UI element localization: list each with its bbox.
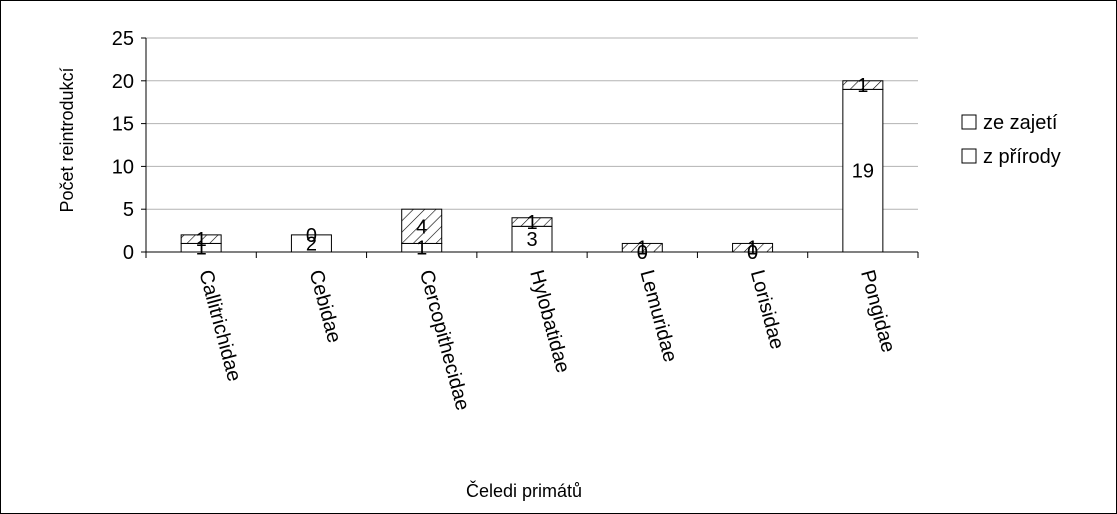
- data-label: 1: [747, 238, 758, 260]
- data-label: 1: [637, 238, 648, 260]
- bar-segment-z-prirody: [180, 234, 222, 244]
- data-label: 1: [196, 238, 207, 260]
- data-label: 3: [526, 229, 537, 251]
- data-label: 0: [747, 242, 758, 264]
- data-label: 2: [306, 233, 317, 255]
- data-label: 1: [857, 75, 868, 97]
- x-tick-label: Cebidae: [305, 268, 346, 346]
- legend-label: ze zajetí: [983, 112, 1058, 134]
- data-label: 1: [416, 238, 427, 260]
- data-label: 0: [306, 225, 317, 247]
- data-label: 1: [526, 212, 537, 234]
- x-tick-label: Cercopithecidae: [415, 268, 474, 413]
- legend-swatch: [961, 114, 977, 130]
- legend-swatch: [961, 148, 977, 164]
- legend: ze zajetí z přírody: [961, 112, 1061, 168]
- gridlines: [146, 37, 918, 210]
- x-tick-label: Hylobatidae: [525, 268, 574, 376]
- y-tick-label: 20: [112, 71, 134, 93]
- legend-label: z přírody: [983, 146, 1061, 168]
- y-tick-label: 15: [112, 114, 134, 136]
- data-label: 4: [416, 216, 427, 238]
- data-label: 0: [637, 242, 648, 264]
- bar-segment-ze-zajeti: [842, 88, 884, 253]
- data-label: 19: [852, 161, 874, 183]
- y-tick-label: 5: [123, 199, 134, 221]
- bar-segment-z-prirody: [401, 208, 443, 244]
- y-tick-label: 0: [123, 242, 134, 264]
- x-tick-label: Pongidae: [856, 268, 899, 355]
- x-tick-label: Lorisidae: [746, 268, 788, 352]
- bar-segment-z-prirody: [842, 80, 884, 90]
- bar-segment-z-prirody: [511, 217, 553, 227]
- y-tick-label: 25: [112, 28, 134, 50]
- y-axis-title: Počet reintrodukcí: [57, 67, 77, 212]
- x-tick-label: Callitrichidae: [194, 268, 245, 384]
- axes: [141, 37, 919, 258]
- data-label: 1: [196, 229, 207, 251]
- x-tick-label: Lemuridae: [635, 268, 681, 365]
- x-axis-title: Čeledi primátů: [466, 480, 582, 501]
- y-tick-label: 10: [112, 156, 134, 178]
